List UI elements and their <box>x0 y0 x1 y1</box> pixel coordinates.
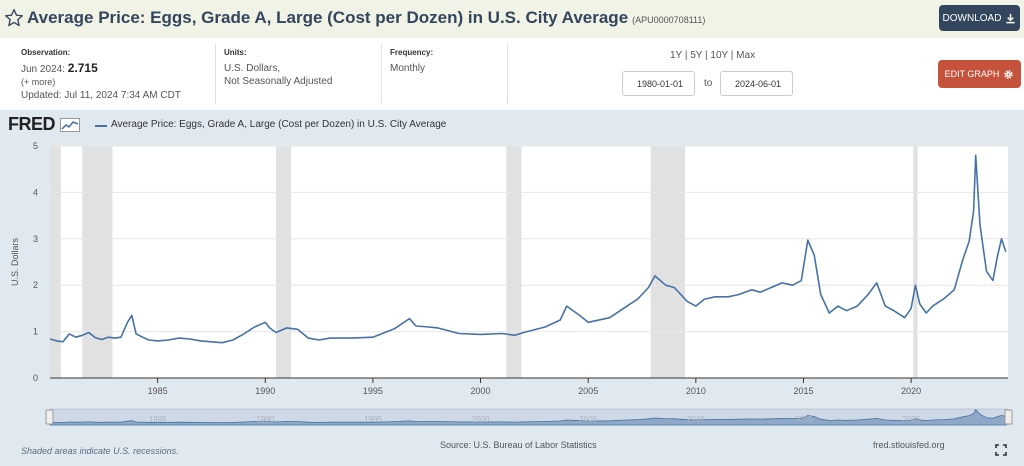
observation-block: Observation: Jun 2024: 2.715 (+ more) Up… <box>21 46 181 102</box>
legend-label: Average Price: Eggs, Grade A, Large (Cos… <box>111 119 447 130</box>
navigator-tick-label: 2010 <box>687 415 705 424</box>
navigator-tick-label: 2020 <box>902 415 920 424</box>
gear-icon <box>1004 69 1014 79</box>
recession-band <box>82 146 113 378</box>
x-tick-label: 1995 <box>363 386 383 396</box>
download-label: DOWNLOAD <box>942 12 1002 24</box>
navigator-tick-label: 2005 <box>579 415 597 424</box>
units-line1: U.S. Dollars, <box>224 63 281 74</box>
frequency-value: Monthly <box>390 63 426 74</box>
download-icon <box>1006 13 1016 23</box>
divider <box>507 44 508 104</box>
y-tick-label: 3 <box>33 234 38 244</box>
download-button[interactable]: DOWNLOAD <box>939 5 1020 31</box>
frequency-block: Frequency: Monthly <box>390 46 433 75</box>
navigator-handle-left[interactable] <box>45 409 54 425</box>
recession-band <box>50 146 61 378</box>
recession-band <box>913 146 918 378</box>
recession-band <box>650 146 686 378</box>
navigator-tick-label: 1995 <box>364 415 382 424</box>
divider <box>215 44 216 104</box>
units-label: Units: <box>224 48 247 57</box>
series-title: Average Price: Eggs, Grade A, Large (Cos… <box>27 8 629 27</box>
series-meta: Observation: Jun 2024: 2.715 (+ more) Up… <box>0 38 1024 110</box>
y-tick-label: 5 <box>33 141 38 151</box>
source-text: Source: U.S. Bureau of Labor Statistics <box>440 440 597 450</box>
recession-band <box>276 146 292 378</box>
x-tick-label: 1990 <box>255 386 275 396</box>
x-tick-label: 2010 <box>686 386 706 396</box>
observation-label: Observation: <box>21 48 71 57</box>
edit-graph-label: EDIT GRAPH <box>944 69 1000 79</box>
x-tick-label: 2015 <box>793 386 813 396</box>
star-icon[interactable] <box>4 8 24 28</box>
x-tick-label: 1985 <box>148 386 168 396</box>
series-line <box>49 154 1007 344</box>
title-bar: Average Price: Eggs, Grade A, Large (Cos… <box>0 0 1024 38</box>
navigator-tick-label: 1990 <box>256 415 274 424</box>
page-title: Average Price: Eggs, Grade A, Large (Cos… <box>27 8 705 28</box>
x-tick-label: 2020 <box>901 386 921 396</box>
units-line2: Not Seasonally Adjusted <box>224 76 333 87</box>
series-id: (APU0000708111) <box>632 15 706 25</box>
fred-logo-chart-icon <box>59 118 80 133</box>
range-links[interactable]: 1Y | 5Y | 10Y | Max <box>670 50 756 61</box>
start-date-input[interactable]: 1980-01-01 <box>622 71 695 96</box>
y-tick-label: 1 <box>33 327 38 337</box>
navigator-series <box>49 408 1007 426</box>
more-link[interactable]: (+ more) <box>21 77 56 87</box>
x-tick-label: 2000 <box>471 386 491 396</box>
y-axis-label: U.S. Dollars <box>10 237 20 286</box>
recession-band <box>506 146 522 378</box>
navigator-handle-right[interactable] <box>1004 409 1013 425</box>
navigator-tick-label: 1985 <box>149 415 167 424</box>
y-tick-label: 2 <box>33 280 38 290</box>
x-tick-label: 2005 <box>578 386 598 396</box>
y-tick-label: 4 <box>33 187 38 197</box>
divider <box>381 44 382 104</box>
legend-swatch <box>95 125 107 127</box>
fred-url[interactable]: fred.stlouisfed.org <box>873 440 945 450</box>
observation-date: Jun 2024: <box>21 64 65 75</box>
recession-note: Shaded areas indicate U.S. recessions. <box>21 446 179 456</box>
fred-logo: FRED <box>8 114 80 135</box>
y-tick-label: 0 <box>33 373 38 383</box>
end-date-input[interactable]: 2024-06-01 <box>720 71 793 96</box>
to-label: to <box>704 78 713 89</box>
updated-text: Updated: Jul 11, 2024 7:34 AM CDT <box>21 90 181 101</box>
frequency-label: Frequency: <box>390 48 434 57</box>
fred-logo-text: FRED <box>8 114 56 134</box>
navigator-tick-label: 2000 <box>472 415 490 424</box>
edit-graph-button[interactable]: EDIT GRAPH <box>938 60 1021 88</box>
observation-value: 2.715 <box>67 61 98 75</box>
plot-background <box>50 146 1008 378</box>
units-block: Units: U.S. Dollars, Not Seasonally Adju… <box>224 46 332 88</box>
navigator-tick-label: 2015 <box>795 415 813 424</box>
fullscreen-icon[interactable] <box>995 444 1007 456</box>
